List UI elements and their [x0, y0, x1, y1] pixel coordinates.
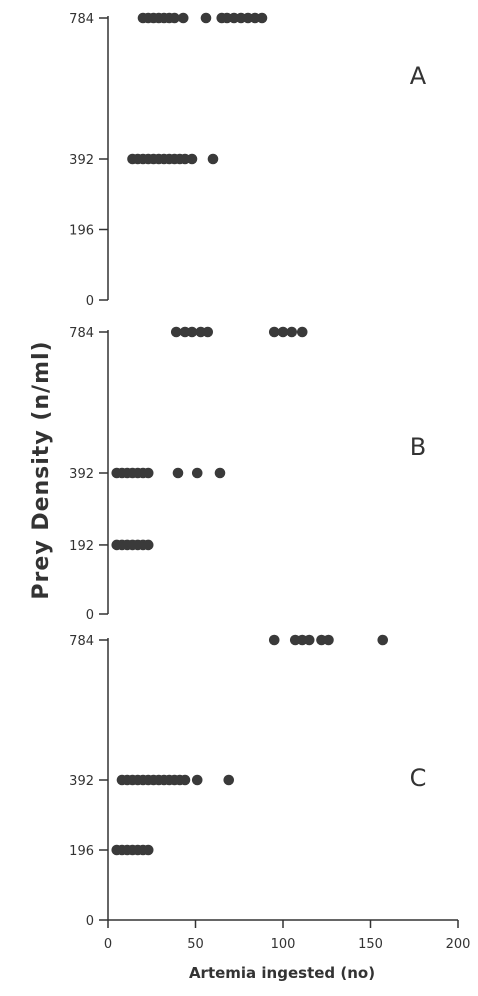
- x-tick-label: 50: [187, 937, 204, 952]
- data-point: [169, 12, 180, 24]
- data-point: [186, 153, 198, 165]
- data-point: [268, 326, 280, 338]
- data-point: [202, 326, 214, 338]
- data-point: [179, 774, 191, 786]
- panel-label: C: [410, 764, 427, 792]
- data-point: [223, 774, 235, 786]
- data-point: [296, 326, 308, 338]
- y-axis-label: Prey Density (n/ml): [29, 340, 54, 599]
- x-axis-label: Artemia ingested (no): [189, 964, 375, 982]
- data-point: [286, 326, 298, 338]
- data-point: [323, 634, 334, 646]
- panel-label: A: [410, 62, 427, 90]
- y-tick-label: 196: [69, 844, 94, 859]
- data-point: [277, 326, 289, 338]
- y-tick-label: 392: [69, 153, 94, 168]
- y-tick-label: 0: [86, 294, 94, 309]
- panel-b: 0 192 392 784 B: [69, 326, 426, 623]
- panel-a: 0 196 392 784 A: [69, 12, 427, 309]
- data-point: [200, 12, 212, 24]
- x-tick-label: 200: [446, 937, 471, 952]
- panel-label: B: [410, 433, 426, 461]
- data-point: [142, 844, 154, 856]
- x-tick-label: 100: [271, 937, 296, 952]
- data-point: [214, 467, 226, 479]
- x-tick-label: 0: [104, 937, 112, 952]
- data-point: [142, 539, 154, 551]
- y-tick-label: 784: [69, 634, 94, 649]
- panel-c: 0 196 392 784 C: [69, 634, 426, 929]
- x-axis: 0 50 100 150 200: [104, 919, 471, 952]
- y-tick-label: 0: [86, 914, 94, 929]
- y-tick-label: 784: [69, 326, 94, 341]
- data-point: [177, 12, 189, 24]
- data-point: [186, 326, 198, 338]
- data-point: [191, 774, 203, 786]
- x-tick-label: 150: [358, 937, 383, 952]
- data-point: [256, 12, 268, 24]
- y-tick-label: 784: [69, 12, 94, 27]
- y-tick-label: 192: [69, 539, 94, 554]
- y-tick-label: 0: [86, 608, 94, 623]
- y-tick-label: 392: [69, 774, 94, 789]
- y-tick-label: 392: [69, 467, 94, 482]
- data-point: [142, 467, 154, 479]
- y-tick-label: 196: [69, 224, 94, 239]
- data-point: [170, 326, 182, 338]
- data-point: [191, 467, 203, 479]
- data-point: [172, 467, 184, 479]
- data-point: [377, 634, 389, 646]
- data-point: [207, 153, 219, 165]
- panels-group: 0 196 392 784 A 0 192 392 784 B 0 196 392 784 C: [69, 12, 427, 929]
- data-point: [303, 634, 315, 646]
- data-point: [268, 634, 280, 646]
